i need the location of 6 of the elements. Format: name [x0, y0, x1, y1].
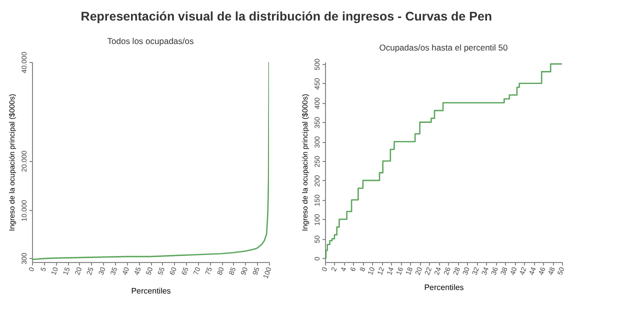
x-axis-title: Percentiles [424, 282, 464, 292]
chart-title: Representación visual de la distribución de ingresos - Curvas de Pen [80, 9, 492, 24]
x-axis-title: Percentiles [131, 286, 171, 296]
line-series [32, 62, 269, 260]
chart-title: Ocupadas/os hasta el percentil 50 [379, 42, 508, 53]
chart-subtitle: Todos los ocupadas/os [107, 36, 194, 46]
